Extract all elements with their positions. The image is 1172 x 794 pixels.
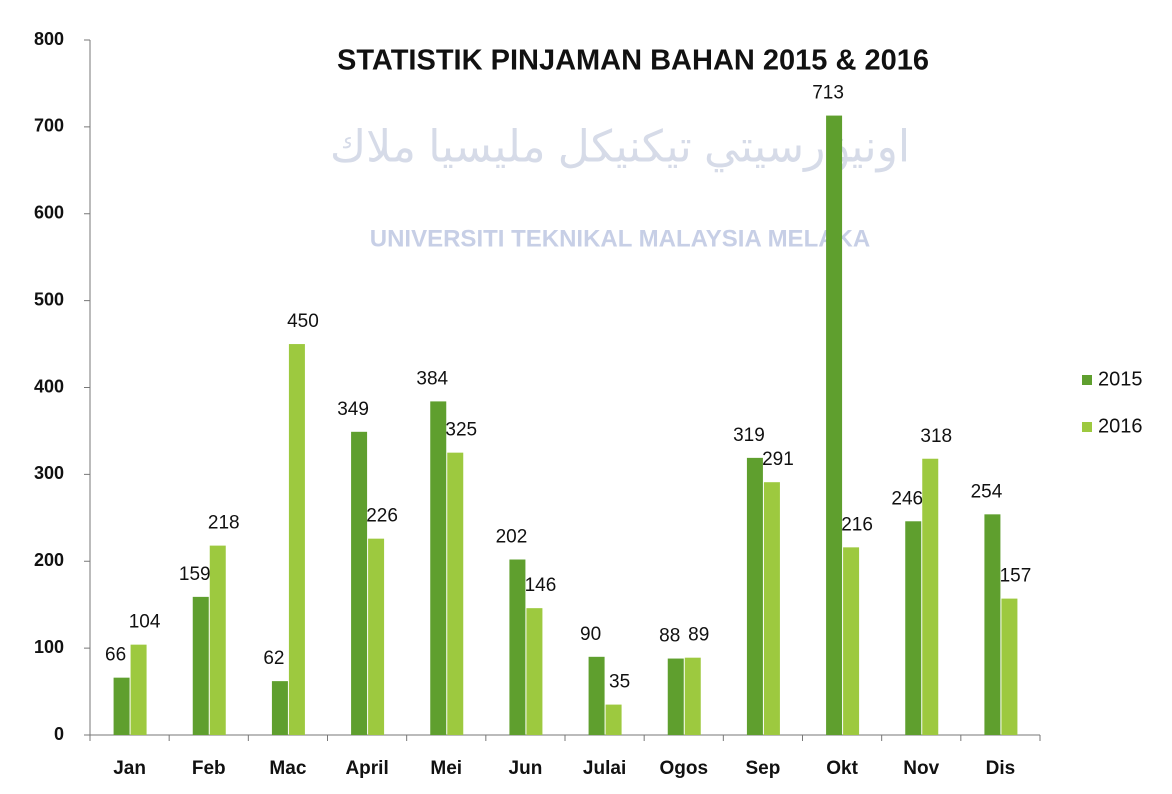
y-tick-label: 800 bbox=[34, 29, 64, 49]
bar bbox=[288, 344, 305, 735]
data-label: 216 bbox=[841, 514, 873, 535]
data-label: 202 bbox=[496, 527, 528, 548]
data-label: 325 bbox=[445, 420, 477, 441]
bar bbox=[447, 452, 464, 735]
x-tick-label: April bbox=[345, 758, 388, 779]
x-tick-label: Jan bbox=[113, 758, 146, 779]
data-label: 450 bbox=[287, 311, 319, 332]
x-tick-label: Mac bbox=[269, 758, 306, 779]
data-label: 218 bbox=[208, 513, 240, 534]
legend-swatch bbox=[1082, 422, 1092, 432]
x-tick-label: Jun bbox=[509, 758, 543, 779]
data-label: 318 bbox=[920, 426, 952, 447]
y-tick-label: 200 bbox=[34, 550, 64, 570]
data-label: 35 bbox=[609, 672, 630, 693]
data-label: 384 bbox=[416, 368, 448, 389]
y-tick-label: 0 bbox=[54, 724, 64, 744]
y-tick-label: 400 bbox=[34, 376, 64, 396]
data-label: 146 bbox=[525, 575, 557, 596]
bar bbox=[746, 457, 763, 735]
y-tick-label: 700 bbox=[34, 116, 64, 136]
x-tick-label: Nov bbox=[903, 758, 939, 779]
data-label: 88 bbox=[659, 626, 680, 647]
bar bbox=[667, 658, 684, 735]
x-tick-label: Sep bbox=[745, 758, 780, 779]
data-label: 254 bbox=[971, 481, 1003, 502]
bar bbox=[922, 458, 939, 735]
bar bbox=[368, 538, 385, 735]
bar bbox=[271, 681, 288, 735]
y-tick-label: 500 bbox=[34, 289, 64, 309]
x-tick-label: Okt bbox=[826, 758, 858, 779]
legend-label: 2016 bbox=[1098, 415, 1143, 437]
bar bbox=[905, 521, 922, 735]
x-tick-label: Mei bbox=[430, 758, 462, 779]
bar bbox=[1001, 598, 1018, 735]
data-label: 319 bbox=[733, 425, 765, 446]
bar bbox=[430, 401, 447, 735]
data-label: 159 bbox=[179, 564, 211, 585]
x-tick-label: Julai bbox=[583, 758, 626, 779]
bar bbox=[509, 559, 526, 735]
data-label: 226 bbox=[366, 506, 398, 527]
legend-swatch bbox=[1082, 375, 1092, 385]
data-label: 104 bbox=[129, 612, 161, 633]
y-tick-label: 300 bbox=[34, 463, 64, 483]
bar bbox=[130, 644, 147, 735]
data-label: 291 bbox=[762, 449, 794, 470]
data-label: 66 bbox=[105, 645, 126, 666]
y-tick-label: 600 bbox=[34, 203, 64, 223]
watermark: UNIVERSITI TEKNIKAL MALAYSIA MELAKA bbox=[370, 225, 870, 252]
x-tick-label: Feb bbox=[192, 758, 226, 779]
bar bbox=[192, 596, 209, 735]
x-tick-label: Ogos bbox=[659, 758, 708, 779]
bar bbox=[843, 547, 860, 735]
legend-label: 2015 bbox=[1098, 368, 1143, 390]
bar bbox=[826, 115, 843, 736]
bar bbox=[684, 657, 701, 735]
bar bbox=[588, 656, 605, 735]
bar bbox=[605, 704, 622, 735]
data-label: 349 bbox=[337, 399, 369, 420]
bar bbox=[526, 608, 543, 735]
y-tick-label: 100 bbox=[34, 637, 64, 657]
bar bbox=[984, 514, 1001, 735]
watermark: اونيۏرسيتي تيكنيكل مليسيا ملاك bbox=[330, 123, 910, 173]
bar bbox=[351, 431, 368, 735]
data-label: 246 bbox=[891, 488, 923, 509]
data-label: 90 bbox=[580, 624, 601, 645]
data-label: 62 bbox=[263, 648, 284, 669]
x-tick-label: Dis bbox=[986, 758, 1016, 779]
chart-title: STATISTIK PINJAMAN BAHAN 2015 & 2016 bbox=[337, 45, 929, 77]
data-label: 713 bbox=[812, 83, 844, 104]
bar bbox=[209, 545, 226, 735]
bar bbox=[763, 482, 780, 735]
data-label: 157 bbox=[1000, 566, 1032, 587]
data-label: 89 bbox=[688, 625, 709, 646]
bar bbox=[113, 677, 130, 735]
